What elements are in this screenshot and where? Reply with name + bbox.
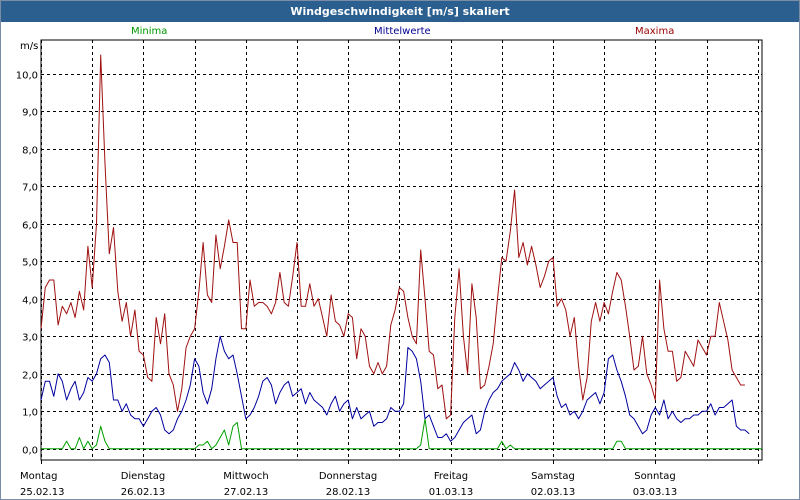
x-day-label: Donnerstag bbox=[319, 471, 377, 482]
legend-minima: Minima bbox=[131, 26, 168, 37]
y-tick-label: 5,0 bbox=[22, 258, 38, 269]
y-tick-label: 1,0 bbox=[22, 408, 38, 419]
x-date-label: 01.03.13 bbox=[429, 487, 474, 498]
x-date-label: 03.03.13 bbox=[633, 487, 678, 498]
y-tick-label: 7,0 bbox=[22, 183, 38, 194]
y-tick-label: 9,0 bbox=[22, 108, 38, 119]
x-date-label: 25.02.13 bbox=[20, 487, 65, 498]
x-day-label: Mittwoch bbox=[223, 471, 268, 482]
x-date-label: 27.02.13 bbox=[224, 487, 269, 498]
y-tick-label: 2,0 bbox=[22, 371, 38, 382]
x-day-label: Montag bbox=[20, 471, 57, 482]
x-date-label: 26.02.13 bbox=[121, 487, 166, 498]
x-day-label: Samstag bbox=[531, 471, 575, 482]
series-line-mittelwerte bbox=[40, 335, 750, 442]
y-axis-unit: m/s bbox=[20, 41, 39, 52]
y-tick-label: 8,0 bbox=[22, 146, 38, 157]
series-line-minima bbox=[41, 418, 762, 450]
x-day-label: Sonntag bbox=[634, 471, 676, 482]
legend-mittelwerte: Mittelwerte bbox=[374, 26, 431, 37]
x-day-label: Freitag bbox=[434, 471, 468, 482]
legend-maxima: Maxima bbox=[635, 26, 675, 37]
x-date-label: 02.03.13 bbox=[531, 487, 576, 498]
chart-title: Windgeschwindigkeit [m/s] skaliert bbox=[1, 1, 799, 22]
x-day-label: Dienstag bbox=[121, 471, 166, 482]
y-tick-label: 10,0 bbox=[16, 71, 38, 82]
plot-border bbox=[40, 39, 763, 461]
series-line-maxima bbox=[40, 54, 745, 420]
x-date-label: 28.02.13 bbox=[326, 487, 371, 498]
y-tick-label: 0,0 bbox=[22, 446, 38, 457]
y-tick-label: 3,0 bbox=[22, 333, 38, 344]
y-tick-label: 6,0 bbox=[22, 221, 38, 232]
y-tick-label: 4,0 bbox=[22, 296, 38, 307]
